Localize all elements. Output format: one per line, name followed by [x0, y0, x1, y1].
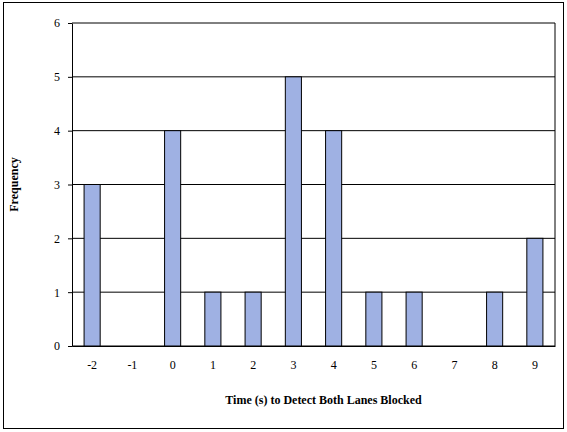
grid-line	[72, 23, 555, 24]
bar	[406, 292, 422, 346]
x-tick: 1	[210, 346, 216, 372]
grid-line	[72, 130, 555, 131]
x-tick-label: 2	[250, 358, 256, 372]
x-axis-line	[73, 346, 556, 347]
bar	[205, 292, 221, 346]
plot-border	[555, 23, 556, 346]
x-tick: 5	[371, 346, 377, 372]
bar	[285, 77, 301, 346]
chart: 0 1 2 3 4 5 6 -2 -1 0 1 2 3 4 5 6 7 8 9 Time (s) to Detect …	[0, 0, 567, 432]
x-tick: 6	[411, 346, 417, 372]
y-tick: 2	[54, 232, 72, 246]
y-tick-label: 6	[54, 16, 60, 30]
y-tick: 4	[54, 124, 72, 138]
x-tick: -2	[87, 346, 97, 372]
bar	[366, 292, 382, 346]
grid-line	[72, 184, 555, 185]
y-tick-label: 1	[54, 286, 60, 300]
x-tick: 2	[250, 346, 256, 372]
bar	[84, 185, 100, 347]
y-axis: 0 1 2 3 4 5 6	[54, 16, 73, 353]
bar	[326, 131, 342, 346]
y-tick-mark	[68, 292, 72, 293]
x-axis-title: Time (s) to Detect Both Lanes Blocked	[225, 393, 422, 407]
bars	[84, 77, 543, 346]
x-tick: 3	[290, 346, 296, 372]
bar	[527, 238, 543, 346]
x-tick-label: 4	[331, 358, 337, 372]
y-tick-mark	[68, 346, 72, 347]
y-tick: 3	[54, 178, 72, 192]
x-tick: -1	[127, 346, 137, 372]
chart-frame	[4, 3, 564, 429]
grid-line	[72, 76, 555, 77]
bar	[487, 292, 503, 346]
y-tick-label: 5	[54, 70, 60, 84]
bar	[446, 346, 462, 347]
y-tick-label: 3	[54, 178, 60, 192]
grid	[72, 23, 555, 346]
y-tick: 5	[54, 70, 72, 84]
grid-line	[72, 346, 555, 347]
y-tick-mark	[68, 131, 72, 132]
y-tick-mark	[68, 185, 72, 186]
bar	[245, 292, 261, 346]
x-tick-label: 1	[210, 358, 216, 372]
x-tick-label: -2	[87, 358, 97, 372]
y-tick-label: 0	[54, 339, 60, 353]
y-tick: 0	[54, 339, 72, 353]
x-tick-label: 0	[170, 358, 176, 372]
y-tick-mark	[68, 23, 72, 24]
x-tick-label: 3	[290, 358, 296, 372]
x-tick-label: 9	[532, 358, 538, 372]
y-tick-mark	[68, 238, 72, 239]
grid-line	[72, 292, 555, 293]
x-tick: 8	[492, 346, 498, 372]
bar	[124, 346, 140, 347]
y-tick: 6	[54, 16, 72, 30]
x-tick-label: 8	[492, 358, 498, 372]
x-tick-label: 5	[371, 358, 377, 372]
plot: 0 1 2 3 4 5 6 -2 -1 0 1 2 3 4 5 6 7 8 9	[54, 16, 556, 371]
x-tick: 0	[170, 346, 176, 372]
y-tick-label: 2	[54, 232, 60, 246]
bar	[165, 131, 181, 346]
y-tick-label: 4	[54, 124, 60, 138]
grid-line	[72, 238, 555, 239]
y-axis-line	[72, 24, 73, 347]
y-tick: 1	[54, 286, 72, 300]
x-tick-label: 6	[411, 358, 417, 372]
y-tick-mark	[68, 77, 72, 78]
x-tick: 7	[451, 346, 457, 372]
x-tick: 4	[331, 346, 337, 372]
x-axis: -2 -1 0 1 2 3 4 5 6 7 8 9	[73, 346, 556, 372]
x-tick: 9	[532, 346, 538, 372]
x-tick-label: 7	[451, 358, 457, 372]
y-axis-title: Frequency	[7, 157, 21, 211]
x-tick-label: -1	[127, 358, 137, 372]
